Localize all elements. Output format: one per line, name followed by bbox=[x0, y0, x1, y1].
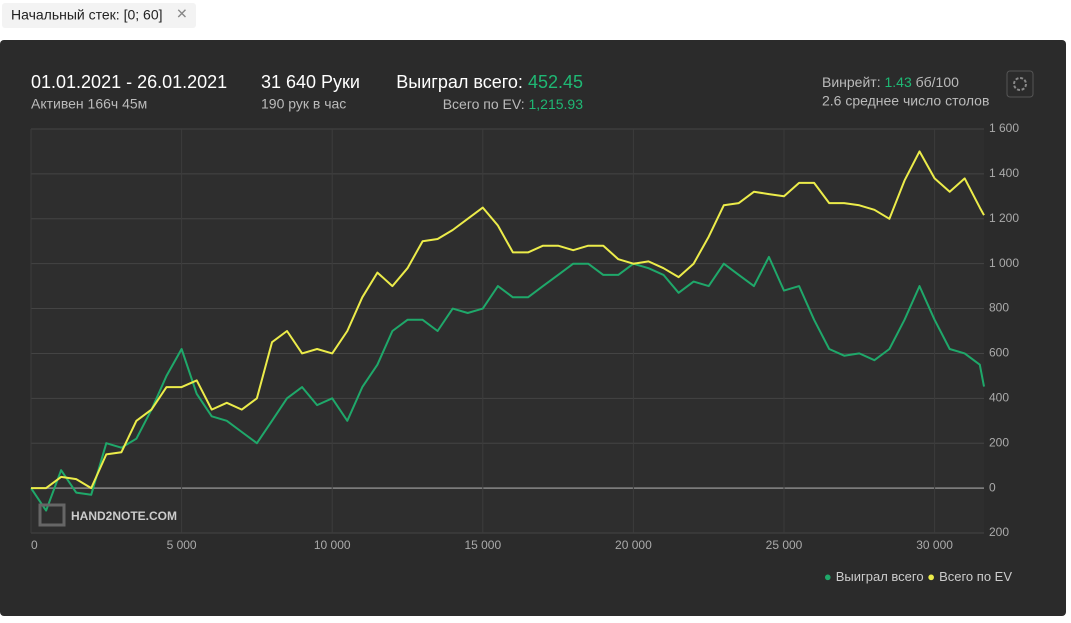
date-range: 01.01.2021 - 26.01.2021 bbox=[31, 72, 227, 92]
x-tick-label: 25 000 bbox=[766, 538, 803, 552]
winrate-value: 1.43 bbox=[884, 74, 911, 90]
legend-marker: ● bbox=[824, 569, 832, 584]
hands-per-hour: 190 рук в час bbox=[261, 96, 346, 112]
y-tick-label: 1 000 bbox=[989, 256, 1019, 270]
x-tick-label: 20 000 bbox=[615, 538, 652, 552]
settings-icon bbox=[1013, 77, 1027, 91]
won: Выиграл всего: 452.45 bbox=[396, 72, 583, 92]
active-time: Активен 166ч 45м bbox=[31, 96, 147, 112]
y-tick-label: 400 bbox=[989, 391, 1009, 405]
y-tick-label: 1 400 bbox=[989, 166, 1019, 180]
plot: 200 0 200 400 600 800 1 000 1 200 1 400 1 600 0 5 0… bbox=[30, 121, 1019, 584]
ev: Всего по EV: 1,215.93 bbox=[443, 96, 584, 112]
won-label: Выиграл всего: bbox=[396, 72, 523, 92]
x-tick-label: 10 000 bbox=[314, 538, 351, 552]
y-tick-label: 0 bbox=[989, 480, 996, 494]
hands: 31 640 Руки bbox=[261, 72, 360, 92]
legend-marker: ● bbox=[924, 569, 935, 584]
y-tick-label: 1 200 bbox=[989, 211, 1019, 225]
series-line bbox=[31, 150, 985, 490]
tables: 2.6 среднее число столов bbox=[822, 93, 989, 109]
plot-area bbox=[31, 129, 984, 533]
legend-label: Выиграл всего bbox=[836, 569, 924, 584]
x-tick-label: 30 000 bbox=[916, 538, 953, 552]
ev-label: Всего по EV: bbox=[443, 96, 525, 112]
y-tick-label: 1 600 bbox=[989, 121, 1019, 135]
winrate-unit: бб/100 bbox=[916, 74, 959, 90]
filter-chip[interactable] bbox=[2, 3, 196, 28]
winrate-label: Винрейт: bbox=[822, 74, 881, 90]
legend-label: Всего по EV bbox=[939, 569, 1012, 584]
y-tick-label: 200 bbox=[989, 435, 1009, 449]
y-tick-label: 800 bbox=[989, 301, 1009, 315]
series-line bbox=[30, 255, 985, 512]
logo-icon bbox=[38, 503, 66, 527]
x-tick-label: 15 000 bbox=[464, 538, 501, 552]
ev-value: 1,215.93 bbox=[529, 96, 584, 112]
filter-label: Начальный стек: [0; 60] bbox=[11, 7, 163, 23]
x-tick-label: 0 bbox=[31, 538, 38, 552]
close-icon[interactable]: ✕ bbox=[176, 6, 188, 22]
watermark: HAND2NOTE.COM bbox=[71, 509, 177, 523]
settings-button[interactable] bbox=[1006, 70, 1034, 98]
x-tick-label: 5 000 bbox=[167, 538, 197, 552]
y-tick-label: 200 bbox=[989, 525, 1009, 539]
y-tick-label: 600 bbox=[989, 346, 1009, 360]
winrate: Винрейт: 1.43 бб/100 bbox=[822, 74, 959, 90]
legend: ● Выиграл всего ● Всего по EV bbox=[824, 569, 1012, 584]
won-value: 452.45 bbox=[528, 72, 583, 92]
